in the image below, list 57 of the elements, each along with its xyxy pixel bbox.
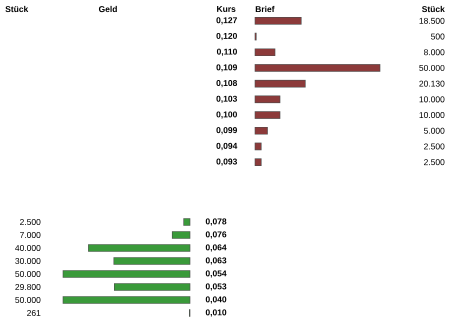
data-label: 500	[431, 34, 444, 40]
y-tick-label: 0,120	[216, 32, 237, 40]
data-label: 50.000	[419, 64, 444, 71]
bar	[254, 80, 306, 88]
data-label: 30.000	[15, 258, 40, 264]
y-axis-title: Kurs	[217, 6, 236, 12]
data-label: 20.130	[419, 80, 444, 87]
y-tick-label: 0,064	[206, 244, 227, 252]
text: Stück	[422, 6, 445, 12]
bar	[183, 218, 190, 226]
bar	[62, 296, 190, 304]
y-tick-label: 0,109	[216, 64, 237, 72]
text: Stück	[5, 6, 28, 12]
data-label: 2.500	[424, 159, 444, 166]
y-tick-label: 0,108	[216, 80, 238, 88]
bar	[114, 257, 190, 265]
y-tick-label: 0,010	[206, 309, 226, 317]
data-label: 40.000	[15, 245, 40, 251]
y-tick-label: 0,040	[206, 296, 226, 304]
y-tick-label: 0,076	[206, 231, 226, 239]
data-label: 2.500	[424, 143, 444, 150]
bar	[254, 126, 268, 135]
y-tick-label: 0,053	[206, 283, 226, 291]
bar	[254, 111, 280, 119]
bar	[62, 270, 190, 278]
y-tick-label: 0,094	[216, 142, 238, 150]
y-tick-label: 0,093	[216, 158, 238, 166]
data-label: 5.000	[424, 128, 444, 134]
x-axis-title: Geld	[98, 6, 117, 12]
data-label: 50.000	[15, 271, 40, 277]
data-label: 50.000	[15, 297, 40, 303]
data-label: 29.800	[15, 284, 40, 290]
y-tick-label: 0,100	[216, 111, 237, 119]
bar	[172, 231, 190, 239]
x-axis-title: Brief	[256, 6, 275, 12]
bar	[254, 96, 280, 104]
data-label: 10.000	[420, 96, 444, 102]
data-label: 2.500	[20, 219, 40, 225]
data-label: 8.000	[424, 49, 444, 56]
y-tick-label: 0,054	[206, 270, 227, 278]
y-tick-label: 0,103	[216, 96, 238, 103]
y-tick-label: 0,110	[216, 48, 237, 56]
data-label: 261	[27, 310, 40, 316]
bar	[88, 244, 190, 252]
y-tick-label: 0,099	[216, 127, 237, 134]
bar	[254, 64, 380, 72]
data-label: 18.500	[420, 18, 444, 24]
bar	[254, 48, 276, 56]
bar	[254, 17, 302, 25]
data-label: 10.000	[420, 112, 444, 118]
data-label: 7.000	[20, 232, 40, 238]
y-tick-label: 0,127	[216, 17, 237, 24]
bar	[254, 158, 262, 166]
bar	[114, 283, 190, 291]
y-tick-label: 0,063	[206, 257, 226, 265]
bar	[254, 142, 262, 150]
y-tick-label: 0,078	[206, 218, 226, 226]
